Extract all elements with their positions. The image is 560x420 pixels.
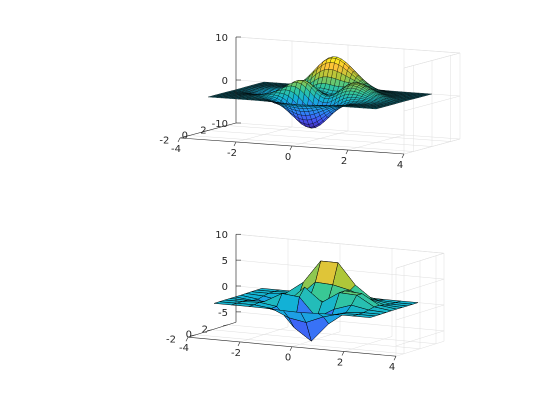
y-tick-label: 0: [186, 330, 192, 341]
y-tick-label: 2: [200, 126, 206, 137]
grid-line-floor-y: [207, 130, 433, 147]
grid-line-back-z: [235, 122, 461, 140]
grid-line-side-z: [403, 95, 461, 112]
x-tick: [393, 356, 397, 361]
z-tick-label: 5: [222, 256, 228, 267]
grid-line-floor-y: [227, 324, 437, 344]
x-tick: [177, 137, 181, 143]
x-tick-label: 2: [341, 156, 347, 167]
grid-line-floor-y: [189, 135, 414, 152]
y-tick-label: 2: [202, 325, 208, 336]
y-tick-label: -2: [166, 335, 176, 346]
grid-line-side-z: [395, 330, 445, 347]
x-tick-label: 2: [337, 357, 343, 368]
y-tick: [206, 329, 213, 332]
grid-line-floor-y: [211, 329, 421, 349]
y-tick: [222, 324, 229, 327]
z-tick-label: 0: [222, 282, 228, 293]
z-tick-label: 10: [215, 33, 228, 44]
grid-line-side-z: [395, 278, 445, 295]
x-tick-label: -2: [231, 348, 241, 359]
wall-outline: [403, 52, 461, 69]
x-tick: [401, 153, 405, 159]
z-tick-label: 0: [222, 76, 228, 87]
x-tick: [237, 341, 241, 347]
axis-lines: [185, 233, 397, 361]
y-tick: [202, 130, 209, 132]
y-tick: [221, 125, 227, 127]
y-tick: [184, 135, 190, 137]
x-tick-label: 4: [389, 362, 395, 373]
x-tick-label: 0: [285, 152, 291, 163]
x-tick: [345, 149, 349, 155]
x-tick: [233, 141, 237, 147]
y-tick-label: 0: [182, 131, 188, 142]
z-tick-label: -5: [218, 308, 228, 319]
y-tick: [190, 334, 197, 337]
z-tick-label: 10: [215, 230, 228, 241]
grid-line-side-z: [403, 138, 461, 155]
grid-line-floor-y: [226, 125, 451, 142]
x-tick-label: -4: [179, 343, 189, 354]
x-tick: [185, 337, 189, 342]
surface: [213, 260, 419, 342]
surface-patch: [213, 301, 237, 306]
wall-outline: [235, 36, 461, 54]
grid-line-floor-y: [195, 334, 405, 354]
y-tick-label: -2: [159, 136, 169, 147]
surface: [207, 56, 433, 129]
x-tick: [341, 351, 345, 356]
x-tick: [289, 145, 293, 151]
z-tick-label: -10: [212, 119, 228, 130]
x-tick: [289, 346, 293, 351]
grid-line-side-z: [395, 304, 445, 321]
wall-outline: [235, 233, 445, 254]
grid-line-back-z: [235, 311, 445, 332]
axis-lines: [177, 36, 405, 159]
x-tick-label: 4: [397, 160, 403, 171]
wall-outline: [395, 252, 445, 269]
x-tick-label: 0: [285, 353, 291, 364]
surface-patch: [207, 96, 214, 98]
x-tick-label: -4: [171, 144, 181, 155]
x-tick-label: -2: [227, 148, 237, 159]
